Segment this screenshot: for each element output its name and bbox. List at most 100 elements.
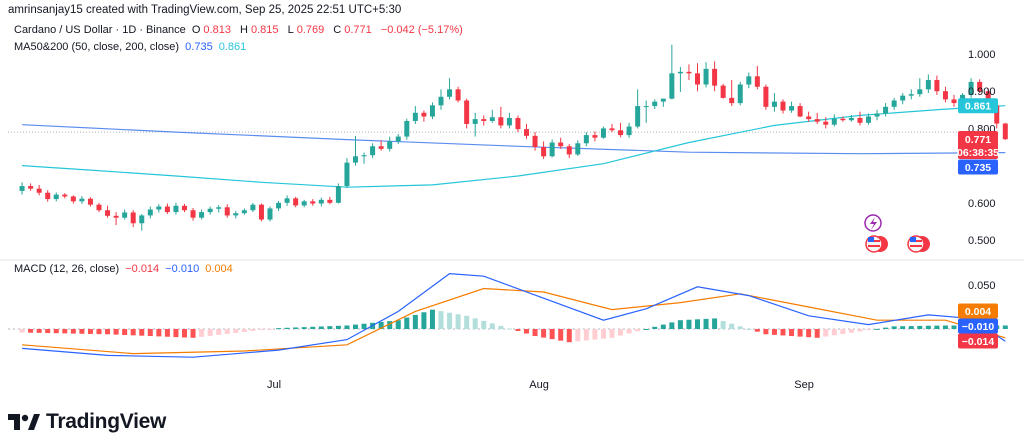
candle[interactable] [62,193,68,199]
candle[interactable] [874,109,880,121]
candle[interactable] [378,140,384,151]
candle[interactable] [395,133,401,145]
candle[interactable] [301,199,307,208]
candle[interactable] [635,89,641,129]
candle[interactable] [951,94,957,107]
candle[interactable] [891,97,897,110]
candle[interactable] [780,99,786,114]
candle[interactable] [284,195,290,206]
candle[interactable] [823,117,829,129]
candle[interactable] [754,65,760,90]
candle[interactable] [318,197,324,207]
candle[interactable] [831,114,837,127]
candle[interactable] [626,122,632,138]
candle[interactable] [797,103,803,118]
candle[interactable] [412,106,418,124]
candle[interactable] [481,115,487,126]
candle[interactable] [233,210,239,219]
candle[interactable] [130,210,136,227]
candle[interactable] [250,202,256,213]
candle[interactable] [335,183,341,204]
candle[interactable] [695,63,700,92]
candle[interactable] [122,209,128,220]
candle[interactable] [429,102,435,120]
candle[interactable] [541,141,547,159]
macd-indicator-title[interactable]: MACD (12, 26, close) [14,263,120,275]
candle[interactable] [925,74,931,94]
candle[interactable] [105,205,111,218]
candle[interactable] [977,79,983,94]
candle[interactable] [293,196,299,208]
candle[interactable] [353,135,358,166]
candle[interactable] [575,140,581,156]
candle[interactable] [592,131,598,142]
candle[interactable] [686,64,692,81]
us-flag-event-icon[interactable] [907,235,930,253]
candle[interactable] [857,111,863,126]
candle[interactable] [70,195,76,204]
candle[interactable] [840,116,846,122]
candle[interactable] [224,204,230,218]
candle[interactable] [848,115,854,122]
candle[interactable] [79,196,85,204]
candle[interactable] [515,115,521,133]
candle[interactable] [771,93,777,112]
candle[interactable] [199,209,205,220]
candle[interactable] [53,192,59,202]
candle[interactable] [506,112,512,129]
candle[interactable] [241,208,247,215]
candle[interactable] [524,123,529,139]
tradingview-logo[interactable]: TradingView [8,410,166,434]
ma-indicator-title[interactable]: MA50&200 (50, close, 200, close) [14,41,180,53]
candle[interactable] [900,93,906,105]
candle[interactable] [746,72,752,89]
candle[interactable] [387,136,393,152]
candle[interactable] [558,137,564,149]
candle[interactable] [464,98,470,129]
candle[interactable] [677,67,683,92]
candle[interactable] [156,204,162,213]
candle[interactable] [609,123,615,133]
candle[interactable] [942,86,948,103]
candle[interactable] [447,78,453,100]
event-icons[interactable] [864,214,930,253]
candle[interactable] [489,109,495,123]
candle[interactable] [96,202,102,213]
candle[interactable] [968,78,974,98]
candle[interactable] [455,86,461,103]
us-flag-event-icon[interactable] [865,235,888,253]
candle[interactable] [720,83,726,99]
candle[interactable] [712,61,718,92]
candle[interactable] [438,89,444,110]
candle[interactable] [267,206,273,222]
candle[interactable] [147,206,153,219]
candle[interactable] [370,143,376,159]
candle[interactable] [737,81,743,106]
candle[interactable] [28,183,34,191]
candle[interactable] [498,106,504,129]
candle[interactable] [618,122,624,138]
candle[interactable] [806,111,812,122]
candle[interactable] [549,139,555,158]
candle[interactable] [908,89,914,100]
candle[interactable] [583,132,589,147]
candle[interactable] [327,196,333,205]
candle[interactable] [19,182,25,195]
candle[interactable] [1002,122,1008,140]
candle[interactable] [814,112,820,124]
candle[interactable] [934,75,940,95]
candle[interactable] [164,203,170,214]
candle[interactable] [421,110,427,122]
candle[interactable] [36,184,42,196]
candle[interactable] [173,202,179,215]
candle[interactable] [139,213,145,231]
candle[interactable] [652,99,658,110]
candle[interactable] [643,100,649,123]
candle[interactable] [660,98,666,107]
candle[interactable] [190,208,196,221]
candle[interactable] [404,118,410,140]
candle[interactable] [45,190,51,202]
candle[interactable] [703,62,709,88]
candle[interactable] [729,80,735,107]
